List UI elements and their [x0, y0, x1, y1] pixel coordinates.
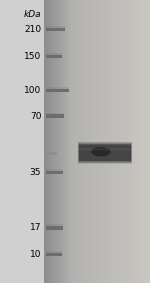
Text: 10: 10: [30, 250, 41, 259]
Text: kDa: kDa: [24, 10, 41, 19]
Bar: [46, 114, 64, 118]
Bar: [46, 251, 62, 253]
Bar: [46, 87, 69, 89]
Bar: [46, 171, 63, 174]
Bar: [46, 53, 62, 55]
Bar: [46, 28, 65, 31]
Bar: [46, 169, 63, 171]
Bar: [46, 89, 69, 92]
Ellipse shape: [91, 147, 111, 156]
Bar: [46, 253, 62, 256]
Bar: [46, 226, 63, 230]
Bar: [46, 26, 65, 28]
Text: 100: 100: [24, 86, 41, 95]
Bar: [46, 224, 63, 226]
Bar: [46, 113, 64, 114]
Text: 17: 17: [30, 223, 41, 232]
Text: 210: 210: [24, 25, 41, 34]
Bar: [46, 152, 57, 155]
Text: 35: 35: [30, 168, 41, 177]
FancyBboxPatch shape: [79, 144, 131, 161]
Text: 150: 150: [24, 52, 41, 61]
FancyBboxPatch shape: [78, 142, 132, 163]
FancyBboxPatch shape: [79, 148, 131, 151]
Bar: [46, 55, 62, 58]
Text: 70: 70: [30, 112, 41, 121]
